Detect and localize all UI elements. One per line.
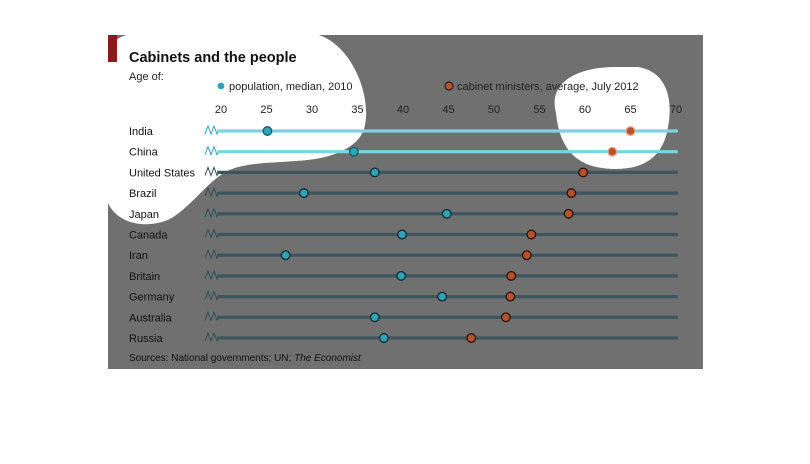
chart-title: Cabinets and the people bbox=[129, 50, 297, 66]
range-track bbox=[217, 336, 678, 340]
cabinet-average-point bbox=[578, 167, 589, 178]
range-track bbox=[217, 315, 678, 319]
range-track bbox=[217, 150, 678, 154]
cabinet-average-point bbox=[607, 146, 618, 157]
population-median-point bbox=[397, 229, 408, 240]
category-label: Canada bbox=[129, 230, 168, 242]
category-label: Iran bbox=[129, 250, 148, 262]
axis-break-mark bbox=[204, 269, 220, 281]
range-track bbox=[217, 232, 678, 237]
axis-break-mark bbox=[204, 290, 220, 302]
category-label: Russia bbox=[129, 333, 164, 345]
cabinet-average-point bbox=[500, 312, 511, 323]
row-india: India bbox=[129, 124, 678, 138]
population-median-point bbox=[369, 312, 380, 323]
range-track bbox=[217, 129, 678, 133]
category-label: Germany bbox=[129, 292, 175, 304]
category-label: China bbox=[129, 147, 159, 159]
x-tick-label: 30 bbox=[306, 104, 318, 116]
population-median-point bbox=[378, 333, 389, 343]
population-median-point bbox=[262, 126, 273, 136]
axis-break-mark bbox=[204, 207, 220, 219]
row-united-states: United States bbox=[129, 165, 678, 179]
highlight-region-right bbox=[554, 67, 670, 169]
x-tick-label: 55 bbox=[533, 104, 545, 116]
row-russia: Russia bbox=[129, 331, 678, 345]
population-median-point bbox=[369, 167, 380, 178]
dumbbell-chart: Cabinets and the people Age of: populati… bbox=[108, 33, 703, 369]
x-tick-label: 70 bbox=[670, 104, 682, 116]
row-britain: Britain bbox=[129, 269, 678, 283]
axis-break-mark bbox=[204, 228, 220, 239]
population-median-point bbox=[441, 208, 452, 219]
axis-break-mark bbox=[204, 165, 220, 177]
cabinet-average-point bbox=[526, 229, 537, 240]
cabinet-average-point bbox=[521, 250, 532, 261]
axis-break-mark bbox=[204, 310, 220, 322]
x-tick-label: 50 bbox=[488, 104, 500, 116]
category-label: Brazil bbox=[129, 188, 157, 200]
row-canada: Canada bbox=[129, 228, 678, 242]
legend-label: cabinet ministers, average, July 2012 bbox=[457, 81, 639, 93]
legend-marker bbox=[216, 81, 226, 91]
cabinet-average-point bbox=[566, 188, 577, 199]
range-track bbox=[217, 295, 678, 299]
axis-break-mark bbox=[204, 186, 220, 198]
range-track bbox=[217, 253, 678, 257]
x-tick-label: 40 bbox=[397, 104, 409, 116]
chart-panel: Cabinets and the people Age of: populati… bbox=[108, 33, 703, 369]
cabinet-average-point bbox=[466, 333, 477, 343]
row-australia: Australia bbox=[129, 310, 678, 324]
row-brazil: Brazil bbox=[129, 186, 678, 200]
highlight-region-left bbox=[108, 33, 367, 225]
cabinet-average-point bbox=[625, 126, 636, 136]
range-track bbox=[217, 274, 678, 278]
category-label: Britain bbox=[129, 271, 160, 283]
legend-marker bbox=[444, 81, 454, 91]
axis-break-mark bbox=[204, 124, 220, 136]
chart-subtitle: Age of: bbox=[129, 71, 164, 83]
legend: population, median, 2010 cabinet minister… bbox=[216, 81, 639, 93]
category-label: United States bbox=[129, 167, 196, 179]
x-tick-label: 60 bbox=[579, 104, 591, 116]
source-publication: The Economist bbox=[294, 353, 362, 364]
category-label: India bbox=[129, 126, 154, 138]
x-tick-label: 20 bbox=[215, 104, 227, 116]
title-accent-bar bbox=[108, 35, 117, 62]
axis-break-mark bbox=[204, 248, 220, 260]
row-iran: Iran bbox=[129, 248, 678, 262]
row-germany: Germany bbox=[129, 290, 678, 304]
source-note: Sources: National governments; UN; The E… bbox=[129, 353, 362, 364]
cabinet-average-point bbox=[563, 208, 574, 219]
cabinet-average-point bbox=[505, 291, 516, 302]
range-track bbox=[217, 191, 678, 195]
range-track bbox=[217, 170, 678, 174]
row-japan: Japan bbox=[129, 207, 678, 221]
chart-rows: India China United States Brazil Japan Canada… bbox=[129, 124, 678, 345]
population-median-point bbox=[437, 291, 448, 302]
category-label: Australia bbox=[129, 312, 173, 324]
row-china: China bbox=[129, 145, 678, 159]
population-median-point bbox=[298, 188, 309, 199]
axis-break-mark bbox=[204, 145, 220, 157]
x-tick-label: 35 bbox=[351, 104, 363, 116]
population-median-point bbox=[396, 270, 407, 281]
x-axis-ticks: 20 25 30 35 40 45 50 55 60 65 70 bbox=[215, 104, 682, 116]
population-median-point bbox=[280, 250, 291, 261]
population-median-point bbox=[348, 146, 359, 157]
x-tick-label: 65 bbox=[624, 104, 636, 116]
cabinet-average-point bbox=[506, 270, 517, 281]
x-tick-label: 25 bbox=[260, 104, 272, 116]
category-label: Japan bbox=[129, 209, 159, 221]
x-tick-label: 45 bbox=[442, 104, 454, 116]
legend-label: population, median, 2010 bbox=[229, 81, 353, 93]
axis-break-mark bbox=[204, 331, 220, 343]
